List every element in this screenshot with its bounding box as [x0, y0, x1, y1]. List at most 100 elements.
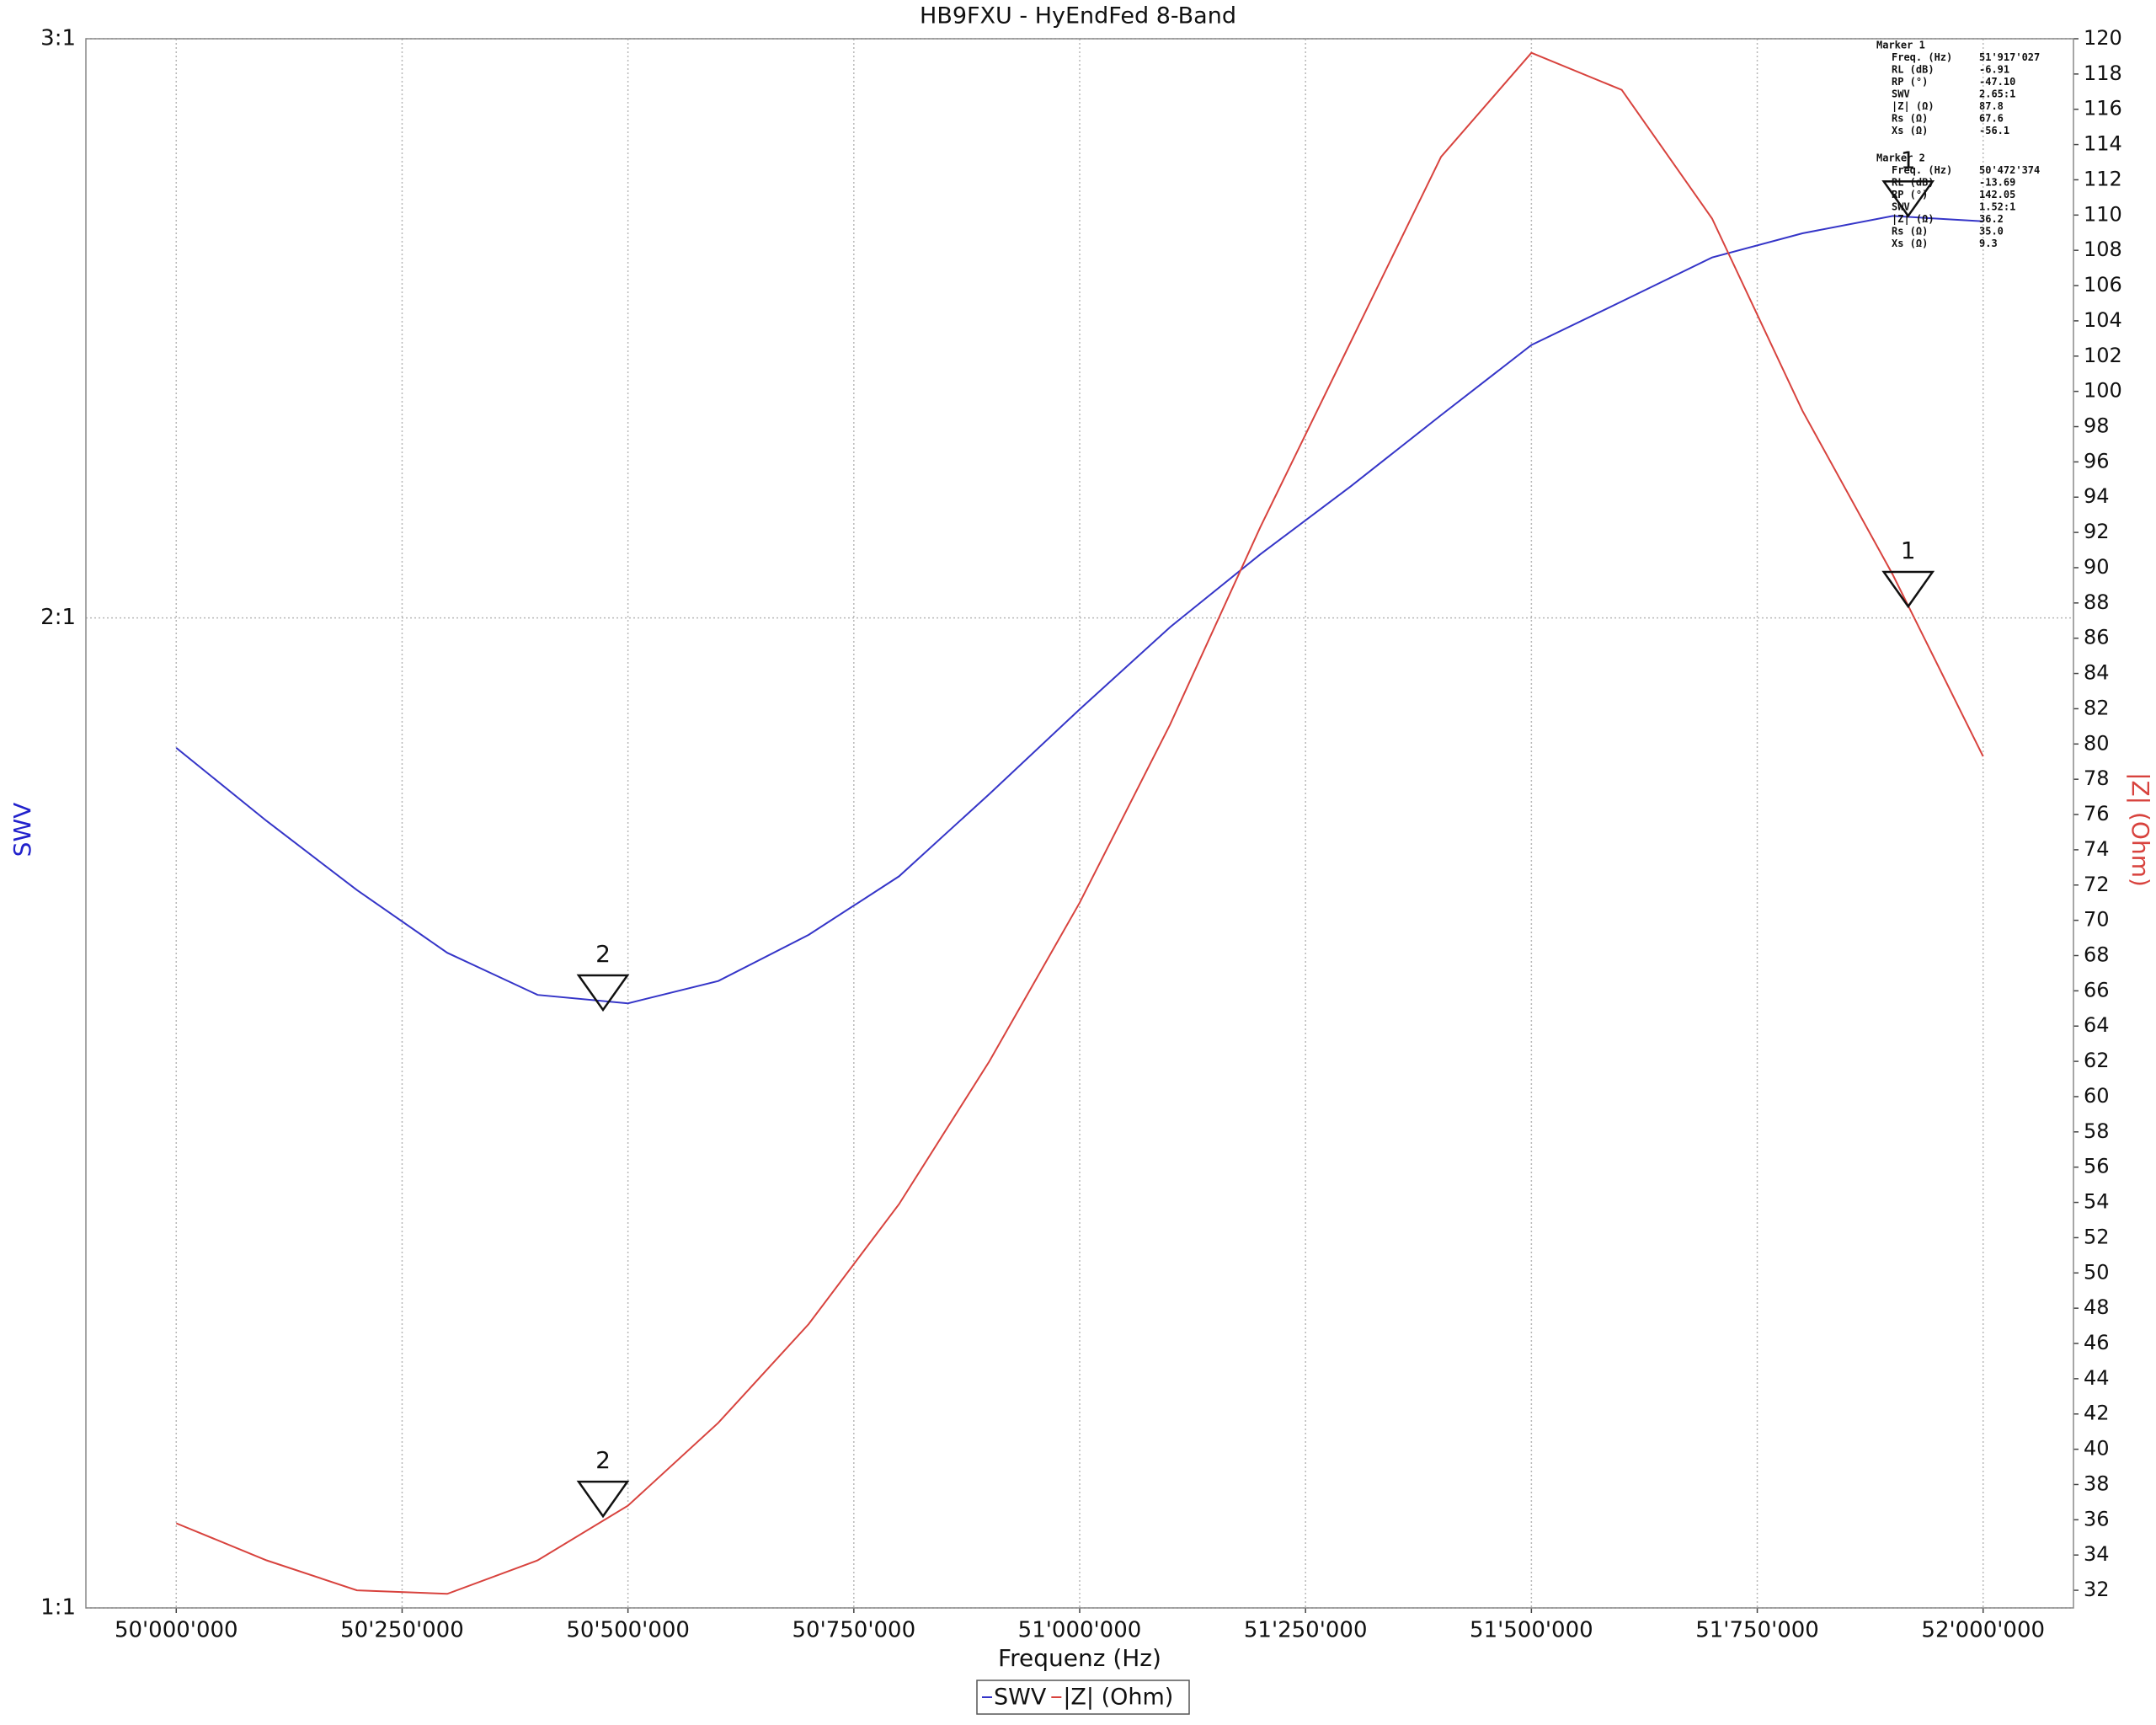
marker-label: 1	[1901, 537, 1916, 564]
marker-info-name: |Z| (Ω)	[1892, 213, 1935, 225]
x-tick-label: 51'750'000	[1695, 1618, 1819, 1643]
y2-tick-label: 44	[2084, 1366, 2110, 1390]
marker-info-value: -6.91	[1979, 64, 2009, 76]
y2-tick-label: 86	[2084, 626, 2110, 649]
marker-info-name: Freq. (Hz)	[1892, 164, 1952, 176]
y2-tick-label: 32	[2084, 1578, 2110, 1601]
marker-info-value: 2.65:1	[1979, 88, 2015, 100]
y2-tick-label: 48	[2084, 1295, 2110, 1319]
marker-label: 2	[595, 1446, 611, 1474]
y2-tick-label: 46	[2084, 1331, 2110, 1354]
y2-tick-label: 82	[2084, 696, 2110, 719]
y-tick-label: 1:1	[40, 1595, 76, 1621]
y2-tick-label: 66	[2084, 978, 2110, 1001]
marker-label: 1	[1901, 146, 1916, 174]
marker-info-value: 67.6	[1979, 113, 2004, 125]
y2-tick-label: 116	[2084, 97, 2122, 120]
y2-tick-label: 34	[2084, 1542, 2110, 1566]
x-tick-label: 50'000'000	[115, 1618, 238, 1643]
y2-tick-label: 70	[2084, 908, 2110, 932]
x-tick-label: 51'500'000	[1470, 1618, 1593, 1643]
legend: SWV |Z| (Ohm)	[976, 1680, 1190, 1715]
y2-tick-label: 62	[2084, 1049, 2110, 1072]
series-line	[175, 51, 1984, 1595]
x-tick-label: 50'500'000	[566, 1618, 690, 1643]
y2-tick-label: 112	[2084, 167, 2122, 190]
marker-triangle	[576, 974, 630, 1012]
marker-info-name: RP (°)	[1892, 76, 1928, 88]
y2-tick-label: 110	[2084, 202, 2122, 226]
legend-box	[976, 1680, 1190, 1715]
y2-tick-label: 94	[2084, 484, 2110, 508]
y2-tick-label: 108	[2084, 238, 2122, 261]
marker-info-value: 1.52:1	[1979, 201, 2015, 213]
marker-info-name: SWV	[1892, 201, 1910, 213]
y2-tick-label: 78	[2084, 766, 2110, 790]
marker-info-name: SWV	[1892, 88, 1910, 100]
y-axis-label: SWV	[8, 803, 36, 857]
y-tick-label: 3:1	[40, 26, 76, 51]
marker-info-value: 142.05	[1979, 189, 2015, 200]
y2-tick-label: 106	[2084, 273, 2122, 296]
marker-info-value: -47.10	[1979, 76, 2015, 88]
marker-info-title: Marker 2	[1876, 152, 1925, 164]
y2-tick-label: 118	[2084, 61, 2122, 85]
marker-info-value: -56.1	[1979, 125, 2009, 136]
marker-info-name: Xs (Ω)	[1892, 125, 1928, 136]
y2-tick-label: 38	[2084, 1471, 2110, 1495]
y2-tick-label: 90	[2084, 555, 2110, 579]
y2-tick-label: 114	[2084, 132, 2122, 156]
marker-info-name: Rs (Ω)	[1892, 226, 1928, 238]
marker-triangle	[1881, 180, 1935, 218]
marker-info-name: RL (dB)	[1892, 177, 1935, 189]
marker-info-value: 87.8	[1979, 100, 2004, 112]
y2-tick-label: 80	[2084, 731, 2110, 755]
marker-info-name: Freq. (Hz)	[1892, 51, 1952, 63]
y2-tick-label: 40	[2084, 1437, 2110, 1461]
marker-info-value: 50'472'374	[1979, 164, 2040, 176]
marker-info-value: -13.69	[1979, 177, 2015, 189]
x-tick-label: 51'250'000	[1244, 1618, 1368, 1643]
marker-triangle	[1881, 570, 1935, 609]
marker-triangle	[576, 1480, 630, 1519]
y2-tick-label: 60	[2084, 1084, 2110, 1108]
chart-title: HB9FXU - HyEndFed 8-Band	[920, 3, 1236, 29]
y2-tick-label: 84	[2084, 661, 2110, 685]
y2-axis-label: |Z| (Ohm)	[2127, 772, 2154, 887]
marker-info-value: 35.0	[1979, 226, 2004, 238]
y2-tick-label: 74	[2084, 837, 2110, 861]
y2-tick-label: 64	[2084, 1013, 2110, 1037]
x-tick-label: 52'000'000	[1921, 1618, 2045, 1643]
marker-info-value: 36.2	[1979, 213, 2004, 225]
y2-tick-label: 102	[2084, 344, 2122, 367]
y2-tick-label: 68	[2084, 943, 2110, 966]
x-tick-label: 50'750'000	[792, 1618, 915, 1643]
marker-label: 2	[595, 940, 611, 968]
marker-info-name: Xs (Ω)	[1892, 238, 1928, 249]
series-line	[175, 215, 1983, 1005]
y2-tick-label: 98	[2084, 414, 2110, 438]
legend-label: SWV	[994, 1685, 1047, 1711]
y2-tick-label: 50	[2084, 1260, 2110, 1284]
plot-frame	[85, 38, 2074, 1609]
y2-tick-label: 72	[2084, 873, 2110, 896]
marker-info-title: Marker 1	[1876, 40, 1925, 51]
y2-tick-label: 54	[2084, 1190, 2110, 1214]
y2-tick-label: 88	[2084, 590, 2110, 614]
y2-tick-label: 42	[2084, 1402, 2110, 1425]
y2-tick-label: 76	[2084, 802, 2110, 825]
y-tick-label: 2:1	[40, 605, 76, 630]
marker-info-name: RL (dB)	[1892, 64, 1935, 76]
y2-tick-label: 120	[2084, 26, 2122, 50]
y2-tick-label: 58	[2084, 1119, 2110, 1143]
y2-tick-label: 100	[2084, 379, 2122, 403]
x-tick-label: 50'250'000	[340, 1618, 464, 1643]
y2-tick-label: 96	[2084, 449, 2110, 473]
marker-info-name: Rs (Ω)	[1892, 113, 1928, 125]
y2-tick-label: 56	[2084, 1155, 2110, 1178]
x-tick-label: 51'000'000	[1018, 1618, 1142, 1643]
marker-info-value: 9.3	[1979, 238, 1998, 249]
y2-tick-label: 52	[2084, 1225, 2110, 1248]
